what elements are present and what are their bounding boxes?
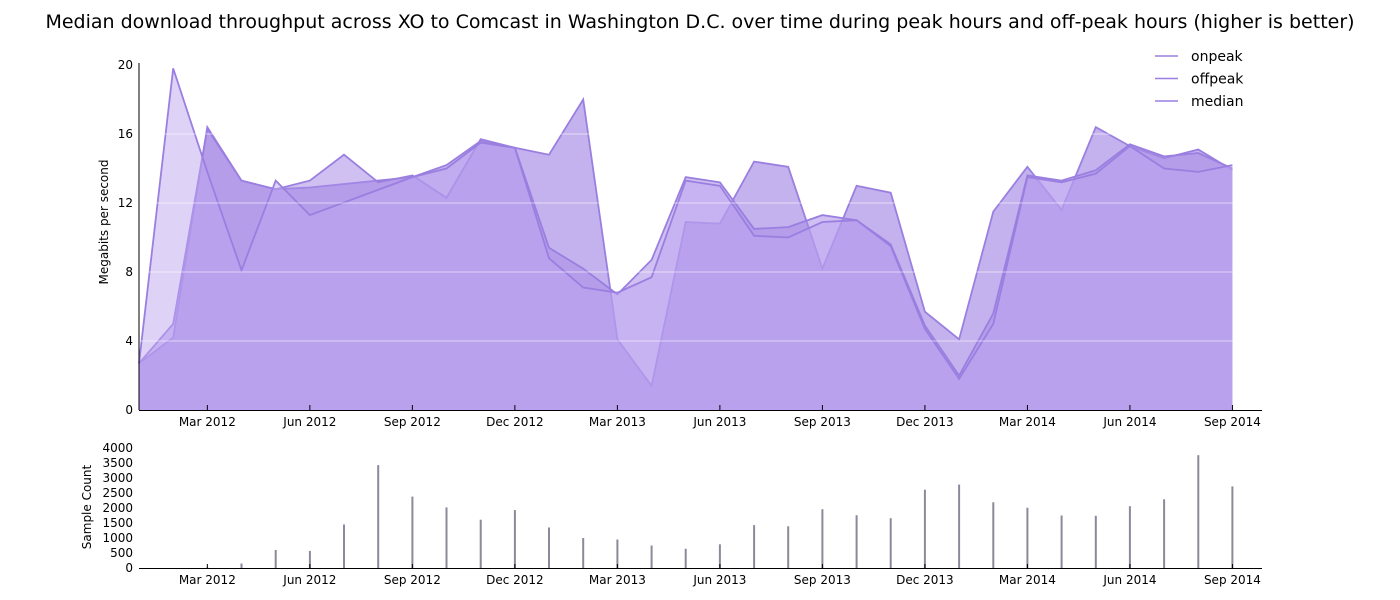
count-y-tick-label: 0: [125, 561, 133, 575]
x-tick-label: Dec 2012: [486, 415, 544, 429]
y-tick-label: 0: [125, 403, 133, 417]
count-bar: [445, 507, 448, 568]
count-x-tick-label: Dec 2013: [896, 573, 954, 587]
count-y-tick-label: 2500: [102, 486, 133, 500]
count-bar: [240, 563, 243, 568]
y-tick-label: 8: [125, 265, 133, 279]
count-x-tick-label: Sep 2014: [1204, 573, 1261, 587]
count-bar: [343, 524, 345, 568]
count-y-tick-label: 2000: [102, 501, 133, 515]
count-bar: [718, 544, 721, 568]
count-bar: [582, 538, 585, 568]
count-bar: [821, 509, 824, 568]
legend-label-median: median: [1191, 94, 1243, 110]
x-tick-label: Jun 2014: [1102, 415, 1156, 429]
count-x-tick-label: Mar 2014: [999, 573, 1056, 587]
y-tick-label: 4: [125, 334, 133, 348]
count-bar: [650, 545, 653, 568]
count-x-tick-label: Jun 2014: [1102, 573, 1156, 587]
count-bar: [958, 484, 961, 568]
count-bar: [616, 539, 619, 568]
count-bar: [992, 502, 995, 568]
count-x-tick-label: Mar 2012: [179, 573, 236, 587]
x-tick-label: Jun 2012: [282, 415, 336, 429]
x-tick-label: Sep 2013: [794, 415, 851, 429]
count-bar: [308, 550, 311, 568]
area-median: [139, 68, 1233, 411]
count-bar: [855, 515, 858, 568]
count-y-tick-label: 1500: [102, 516, 133, 530]
count-bar: [377, 465, 380, 568]
legend: onpeak offpeak median: [1155, 49, 1244, 110]
legend-label-onpeak: onpeak: [1191, 49, 1244, 65]
chart-title: Median download throughput across XO to …: [45, 11, 1354, 33]
count-x-tick-label: Sep 2013: [794, 573, 851, 587]
x-tick-label: Sep 2014: [1204, 415, 1261, 429]
count-bar: [684, 548, 687, 568]
count-bar: [1128, 506, 1131, 568]
y-tick-label: 12: [118, 196, 133, 210]
count-x-tick-label: Mar 2013: [589, 573, 646, 587]
x-tick-label: Sep 2012: [384, 415, 441, 429]
count-y-tick-label: 4000: [102, 441, 133, 455]
count-bar: [548, 527, 550, 568]
x-tick-label: Mar 2012: [179, 415, 236, 429]
y-axis-label: Megabits per second: [97, 160, 111, 285]
y-tick-label: 20: [118, 58, 133, 72]
count-bar: [479, 519, 482, 568]
count-x-tick-label: Sep 2012: [384, 573, 441, 587]
count-bar: [889, 518, 892, 568]
count-y-tick-label: 3500: [102, 456, 133, 470]
count-bar: [274, 550, 277, 568]
count-bar: [1163, 499, 1166, 568]
x-tick-label: Jun 2013: [692, 415, 746, 429]
count-bar: [787, 526, 790, 568]
count-y-tick-label: 1000: [102, 531, 133, 545]
y-tick-label: 16: [118, 127, 133, 141]
count-x-tick-label: Dec 2012: [486, 573, 544, 587]
count-bar: [1231, 486, 1234, 568]
x-tick-label: Mar 2013: [589, 415, 646, 429]
x-tick-label: Dec 2013: [896, 415, 954, 429]
count-bar: [1197, 455, 1200, 568]
throughput-plot: 0 4 8 12 16 20 Mar 2012 Jun 2012 Sep 2012 Dec 201…: [118, 58, 1262, 429]
count-bar: [1026, 507, 1029, 568]
count-x-tick-label: Jun 2013: [692, 573, 746, 587]
count-x-tick-label: Jun 2012: [282, 573, 336, 587]
count-bar: [1094, 515, 1097, 568]
legend-label-offpeak: offpeak: [1191, 72, 1244, 88]
count-bar: [513, 510, 516, 568]
count-bar: [411, 496, 414, 568]
count-y-tick-label: 500: [110, 546, 133, 560]
count-bar: [923, 489, 926, 568]
sample-count-axis-label: Sample Count: [80, 464, 94, 549]
count-bar: [753, 525, 756, 568]
count-bar: [1060, 515, 1063, 568]
count-y-tick-label: 3000: [102, 471, 133, 485]
x-tick-label: Mar 2014: [999, 415, 1056, 429]
